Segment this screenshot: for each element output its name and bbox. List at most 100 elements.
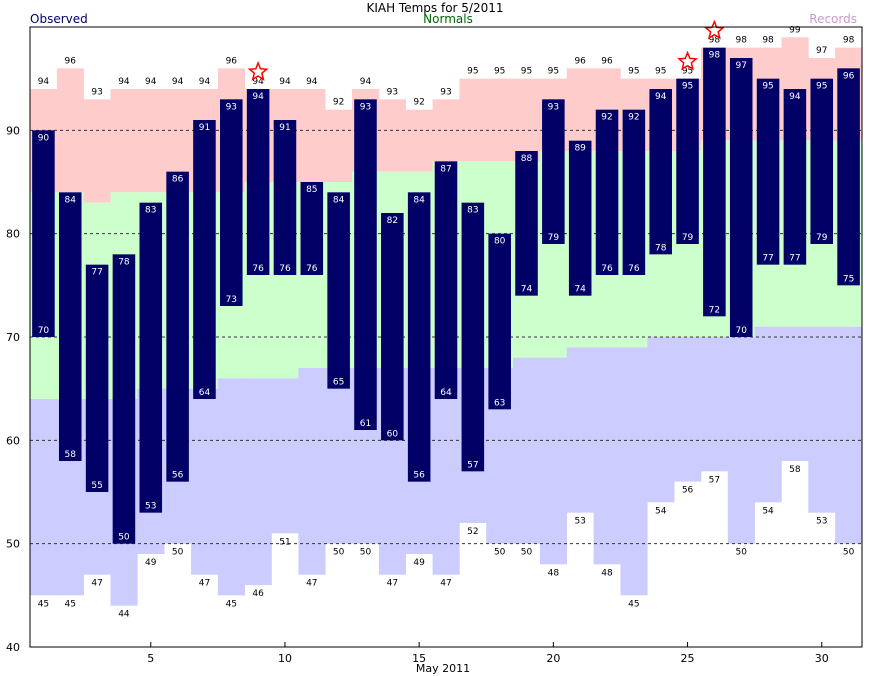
- record-low-band: [513, 357, 541, 544]
- observed-high-label: 92: [601, 113, 612, 123]
- observed-low-label: 60: [387, 429, 399, 439]
- observed-low-label: 53: [145, 502, 156, 512]
- record-low-label: 45: [226, 599, 237, 609]
- observed-bar: [300, 182, 324, 275]
- record-low-label: 48: [601, 568, 613, 578]
- record-low-band: [620, 347, 648, 596]
- y-tick-label: 60: [6, 434, 20, 447]
- record-low-band: [191, 388, 219, 575]
- legend-normals: Normals: [423, 12, 473, 26]
- record-high-label: 95: [655, 67, 666, 77]
- observed-low-label: 76: [279, 264, 291, 274]
- observed-bar: [515, 151, 538, 296]
- observed-high-label: 84: [65, 195, 77, 205]
- record-high-label: 94: [279, 77, 291, 87]
- record-low-label: 48: [548, 568, 560, 578]
- record-low-band: [593, 347, 621, 565]
- record-high-band: [378, 99, 407, 172]
- record-low-band: [835, 326, 863, 544]
- record-low-label: 50: [172, 548, 184, 558]
- observed-high-label: 91: [279, 123, 290, 133]
- observed-bar: [488, 233, 511, 410]
- record-high-band: [405, 109, 433, 172]
- record-high-band: [110, 89, 138, 193]
- record-star-icon: [677, 50, 698, 71]
- y-tick-label: 70: [6, 331, 20, 344]
- record-high-label: 98: [843, 36, 855, 46]
- record-high-band: [298, 89, 326, 182]
- value-labels: 90 70 94 45 84 58 96 45 77 55 93 47 78 50 94 44 83 53 94 49…: [38, 25, 855, 619]
- observed-bar: [139, 202, 163, 513]
- record-high-band: [513, 78, 541, 162]
- observed-bar: [327, 192, 350, 389]
- observed-low-label: 77: [762, 254, 773, 264]
- observed-low-label: 65: [333, 378, 344, 388]
- observed-low-label: 72: [709, 305, 720, 315]
- observed-low-label: 61: [360, 419, 371, 429]
- observed-low-label: 55: [91, 481, 102, 491]
- record-low-band: [432, 368, 460, 575]
- record-low-band: [298, 368, 326, 575]
- record-low-label: 50: [735, 548, 747, 558]
- observed-bar: [622, 109, 646, 276]
- record-high-label: 93: [387, 87, 398, 97]
- record-low-label: 50: [494, 548, 506, 558]
- legend-observed: Observed: [30, 12, 88, 26]
- observed-low-label: 74: [521, 285, 533, 295]
- record-low-label: 49: [145, 558, 157, 568]
- observed-high-label: 83: [145, 206, 156, 216]
- axes: 40 50 60 70 80 90 5 10 15 20 25 30: [6, 124, 829, 665]
- observed-high-label: 94: [252, 92, 264, 102]
- observed-low-label: 76: [252, 264, 264, 274]
- record-high-label: 95: [494, 67, 505, 77]
- record-low-label: 46: [252, 589, 264, 599]
- record-low-label: 45: [628, 599, 639, 609]
- record-high-label: 94: [199, 77, 211, 87]
- record-high-band: [459, 78, 487, 162]
- plot-frame: [29, 26, 863, 648]
- x-tick-label: 25: [681, 652, 695, 665]
- record-high-label: 96: [574, 56, 586, 66]
- record-low-label: 50: [360, 548, 372, 558]
- record-low-label: 54: [762, 506, 774, 516]
- observed-high-label: 95: [816, 82, 827, 92]
- observed-bar: [273, 120, 297, 275]
- record-high-label: 99: [789, 25, 801, 35]
- record-low-label: 49: [413, 558, 425, 568]
- record-low-label: 53: [574, 517, 585, 527]
- record-stars: [247, 19, 725, 81]
- record-high-label: 93: [91, 87, 102, 97]
- observed-low-label: 76: [628, 264, 640, 274]
- legend-records: Records: [809, 12, 857, 26]
- record-high-label: 94: [145, 77, 157, 87]
- observed-low-label: 64: [199, 388, 211, 398]
- record-star-icon: [703, 19, 725, 40]
- observed-low-label: 56: [172, 471, 184, 481]
- observed-bar: [381, 213, 404, 441]
- observed-high-label: 84: [413, 195, 425, 205]
- record-low-band: [325, 368, 353, 544]
- observed-high-label: 89: [574, 144, 586, 154]
- observed-bar: [837, 68, 860, 286]
- observed-bar: [649, 89, 672, 255]
- observed-bar: [461, 202, 485, 472]
- record-low-band: [674, 337, 702, 482]
- observed-bar: [220, 99, 243, 306]
- observed-low-label: 70: [735, 326, 747, 336]
- x-tick-label: 30: [815, 652, 829, 665]
- x-tick-label: 5: [147, 652, 154, 665]
- observed-low-label: 70: [38, 326, 50, 336]
- chart-title: KIAH Temps for 5/2011: [366, 1, 503, 15]
- observed-bar: [434, 161, 458, 399]
- record-high-label: 94: [360, 77, 372, 87]
- observed-bar: [354, 99, 377, 430]
- observed-low-label: 76: [306, 264, 318, 274]
- observed-low-label: 56: [413, 471, 425, 481]
- observed-high-label: 95: [762, 82, 773, 92]
- record-high-label: 95: [548, 67, 559, 77]
- observed-high-label: 95: [682, 82, 693, 92]
- x-tick-label: 20: [546, 652, 560, 665]
- record-high-label: 94: [172, 77, 184, 87]
- observed-low-label: 57: [467, 460, 478, 470]
- observed-bar: [85, 264, 109, 492]
